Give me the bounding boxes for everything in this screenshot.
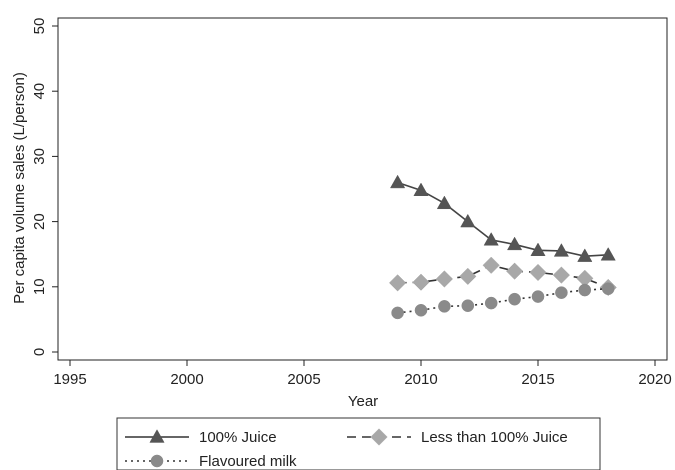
data-point <box>436 195 452 210</box>
y-axis-title: Per capita volume sales (L/person) <box>11 72 28 304</box>
series-line <box>397 287 609 314</box>
legend-label: Less than 100% Juice <box>421 429 568 446</box>
axes: 1995 2000 2005 2010 2015 2020 0 10 20 30 40 50 <box>31 17 672 388</box>
legend-label: 100% Juice <box>199 429 277 446</box>
x-tick-label: 1995 <box>53 371 86 388</box>
legend-item: 100% Juice <box>125 429 277 446</box>
x-axis-title: Year <box>348 393 378 410</box>
x-tick-label: 2015 <box>521 371 554 388</box>
data-point <box>553 243 569 257</box>
data-point <box>505 262 524 280</box>
y-tick-label: 10 <box>31 278 48 295</box>
y-tick-label: 20 <box>31 213 48 230</box>
data-point <box>461 299 475 313</box>
legend-item: Flavoured milk <box>125 453 297 470</box>
data-point <box>388 274 407 292</box>
legend-marker <box>149 429 165 443</box>
data-point <box>531 290 545 303</box>
y-tick-label: 0 <box>31 348 48 356</box>
data-point <box>555 286 568 299</box>
legend-marker <box>150 454 164 468</box>
data-point <box>413 182 429 196</box>
legend-marker <box>370 428 388 446</box>
legend-item: Less than 100% Juice <box>347 428 568 446</box>
y-tick-label: 50 <box>31 18 48 35</box>
data-point <box>414 303 428 317</box>
legend: 100% Juice Less than 100% Juice Flavoured … <box>116 417 601 470</box>
data-point <box>578 283 592 297</box>
data-point <box>600 247 616 261</box>
x-tick-label: 2000 <box>170 371 203 388</box>
y-tick-label: 30 <box>31 148 48 165</box>
x-tick-label: 2005 <box>287 371 320 388</box>
data-point <box>482 256 500 274</box>
x-tick-label: 2010 <box>404 371 437 388</box>
x-tick-label: 2020 <box>638 371 671 388</box>
series-layer <box>388 174 617 320</box>
data-point <box>601 282 615 296</box>
series-triangle <box>390 174 616 262</box>
series-line <box>397 264 609 289</box>
data-point <box>529 263 547 282</box>
data-point <box>390 174 406 189</box>
series-circle <box>391 282 615 320</box>
data-point <box>483 232 499 246</box>
series-line <box>397 181 609 257</box>
data-point <box>577 248 593 262</box>
data-point <box>460 213 476 228</box>
data-point <box>435 270 454 288</box>
data-point <box>438 300 451 313</box>
data-point <box>508 292 521 306</box>
data-point <box>484 296 498 310</box>
legend-box <box>116 417 601 470</box>
plot-frame <box>57 17 668 361</box>
legend-label: Flavoured milk <box>199 453 297 470</box>
data-point <box>530 242 546 256</box>
data-point <box>507 236 523 251</box>
data-point <box>552 266 571 284</box>
data-point <box>459 267 477 285</box>
data-point <box>412 273 430 291</box>
data-point <box>391 306 404 320</box>
y-tick-label: 40 <box>31 83 48 100</box>
